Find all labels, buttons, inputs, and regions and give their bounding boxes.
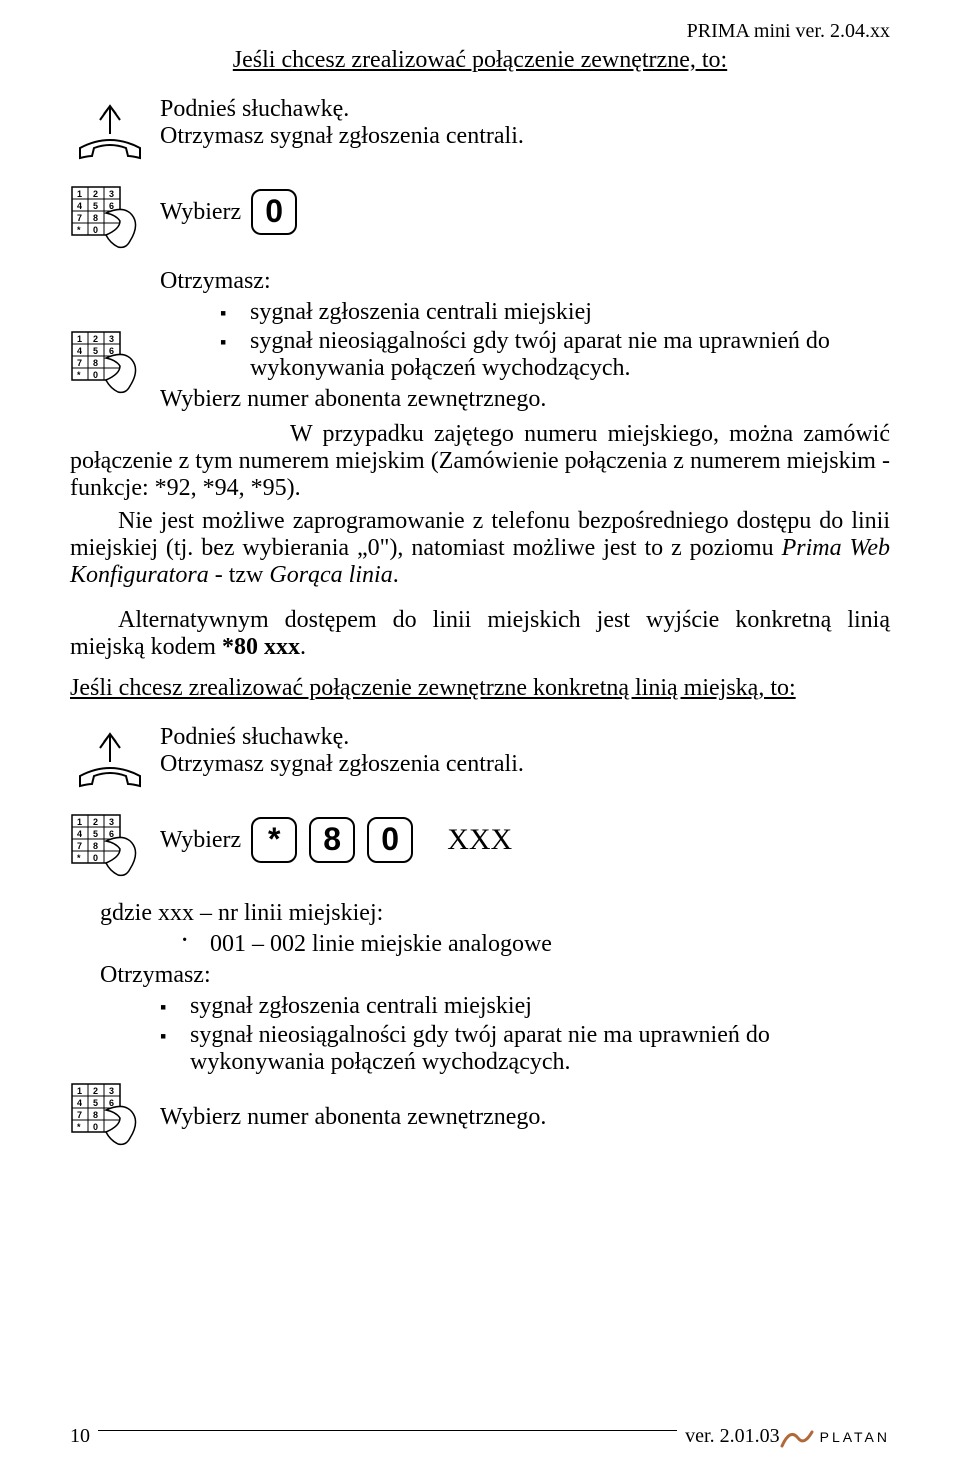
svg-text:*: * bbox=[77, 853, 81, 863]
otrzymasz-label-1: Otrzymasz: bbox=[160, 268, 890, 295]
keypad-icon: 1 2 3 4 5 6 7 8 * 0 bbox=[70, 183, 160, 262]
keypad-icon-3: 1 2 3 4 5 6 7 8 * 0 bbox=[70, 811, 160, 890]
svg-text:*: * bbox=[77, 1122, 81, 1132]
bullet-2-0: sygnał zgłoszenia centrali miejskiej bbox=[160, 993, 890, 1020]
bullet-1-1: sygnał nieosiągalności gdy twój aparat n… bbox=[220, 328, 890, 382]
svg-text:1: 1 bbox=[77, 189, 82, 199]
svg-text:3: 3 bbox=[109, 334, 114, 344]
dot-item-0: 001 – 002 linie miejskie analogowe bbox=[180, 931, 890, 958]
step1-line1: Podnieś słuchawkę. bbox=[160, 96, 890, 123]
svg-text:2: 2 bbox=[93, 1086, 98, 1096]
svg-text:6: 6 bbox=[109, 346, 114, 356]
svg-text:2: 2 bbox=[93, 817, 98, 827]
gdzie-line: gdzie xxx – nr linii miejskiej: bbox=[100, 900, 890, 927]
svg-text:5: 5 bbox=[93, 829, 98, 839]
svg-text:1: 1 bbox=[77, 334, 82, 344]
wybierz-label-2: Wybierz bbox=[160, 827, 241, 854]
svg-text:1: 1 bbox=[77, 1086, 82, 1096]
svg-text:3: 3 bbox=[109, 1086, 114, 1096]
bullet-2-1: sygnał nieosiągalności gdy twój aparat n… bbox=[160, 1022, 890, 1076]
svg-text:4: 4 bbox=[77, 1098, 82, 1108]
svg-text:0: 0 bbox=[93, 1122, 98, 1132]
svg-text:0: 0 bbox=[93, 370, 98, 380]
keypad-icon-4: 1 2 3 4 5 6 7 8 * 0 bbox=[70, 1080, 160, 1159]
handset-icon bbox=[70, 90, 160, 173]
svg-text:8: 8 bbox=[93, 213, 98, 223]
svg-text:5: 5 bbox=[93, 346, 98, 356]
bullet-1-0: sygnał zgłoszenia centrali miejskiej bbox=[220, 299, 890, 326]
step3-line1: Podnieś słuchawkę. bbox=[160, 724, 890, 751]
key-star: * bbox=[251, 817, 297, 863]
svg-text:5: 5 bbox=[93, 1098, 98, 1108]
svg-text:6: 6 bbox=[109, 1098, 114, 1108]
key-0: 0 bbox=[251, 189, 297, 235]
section-title-2: Jeśli chcesz zrealizować połączenie zewn… bbox=[70, 675, 890, 702]
svg-text:8: 8 bbox=[93, 841, 98, 851]
otrzymasz-label-2: Otrzymasz: bbox=[100, 962, 890, 989]
svg-text:2: 2 bbox=[93, 189, 98, 199]
header-product: PRIMA mini ver. 2.04.xx bbox=[70, 20, 890, 43]
para-2: Nie jest możliwe zaprogramowanie z telef… bbox=[70, 508, 890, 589]
svg-text:*: * bbox=[77, 370, 81, 380]
para-3: Alternatywnym dostępem do linii miejskic… bbox=[70, 607, 890, 661]
key-8: 8 bbox=[309, 817, 355, 863]
footer-ver: ver. 2.01.03 bbox=[685, 1425, 779, 1448]
step3-line2: Otrzymasz sygnał zgłoszenia centrali. bbox=[160, 751, 890, 778]
svg-text:2: 2 bbox=[93, 334, 98, 344]
wybierz-abonenta-1: Wybierz numer abonenta zewnętrznego. bbox=[160, 386, 890, 413]
svg-text:3: 3 bbox=[109, 817, 114, 827]
svg-text:7: 7 bbox=[77, 358, 82, 368]
keypad-icon-2: 1 2 3 4 5 6 7 8 * 0 bbox=[70, 268, 160, 407]
svg-text:7: 7 bbox=[77, 213, 82, 223]
wybierz-label-1: Wybierz bbox=[160, 199, 241, 226]
svg-text:4: 4 bbox=[77, 201, 82, 211]
svg-text:8: 8 bbox=[93, 358, 98, 368]
handset-icon-2 bbox=[70, 718, 160, 801]
svg-text:6: 6 bbox=[109, 201, 114, 211]
svg-text:1: 1 bbox=[77, 817, 82, 827]
svg-text:*: * bbox=[77, 225, 81, 235]
footer-page: 10 bbox=[70, 1425, 90, 1448]
section-title-1: Jeśli chcesz zrealizować połączenie zewn… bbox=[70, 47, 890, 74]
footer-rule bbox=[98, 1430, 677, 1431]
svg-text:7: 7 bbox=[77, 1110, 82, 1120]
svg-text:0: 0 bbox=[93, 853, 98, 863]
svg-text:5: 5 bbox=[93, 201, 98, 211]
key-0b: 0 bbox=[367, 817, 413, 863]
wybierz-abonenta-2: Wybierz numer abonenta zewnętrznego. bbox=[160, 1104, 890, 1131]
step1-line2: Otrzymasz sygnał zgłoszenia centrali. bbox=[160, 123, 890, 150]
svg-text:7: 7 bbox=[77, 841, 82, 851]
svg-text:3: 3 bbox=[109, 189, 114, 199]
para-1: W przypadku zajętego numeru miejskiego, … bbox=[70, 421, 890, 502]
svg-text:4: 4 bbox=[77, 346, 82, 356]
keys-suffix-xxx: XXX bbox=[447, 823, 512, 857]
svg-text:8: 8 bbox=[93, 1110, 98, 1120]
svg-text:6: 6 bbox=[109, 829, 114, 839]
svg-text:4: 4 bbox=[77, 829, 82, 839]
svg-text:0: 0 bbox=[93, 225, 98, 235]
brand-logo: PLATAN bbox=[780, 1426, 890, 1448]
brand-text: PLATAN bbox=[820, 1429, 890, 1445]
